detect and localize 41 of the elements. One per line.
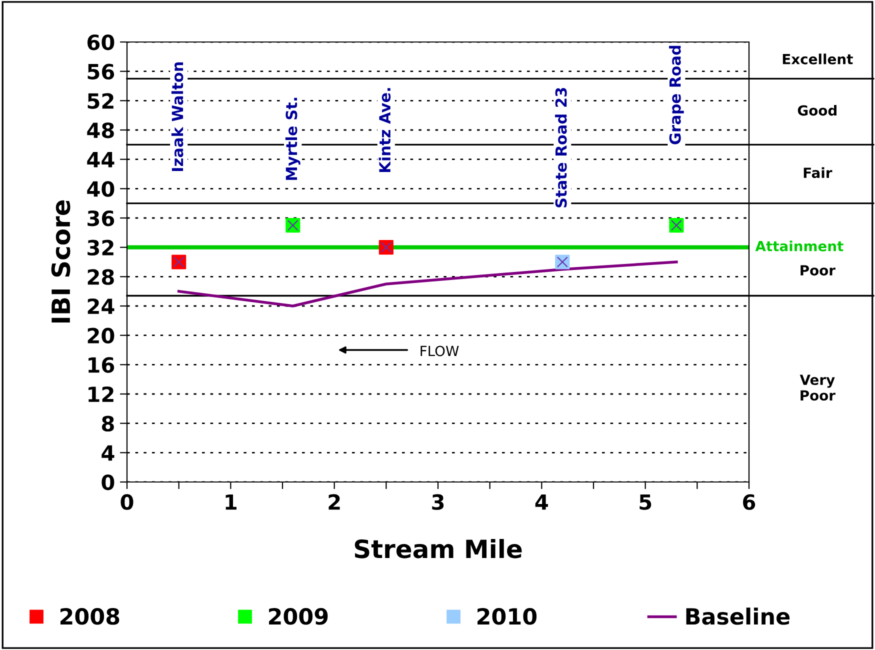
legend-label: Baseline (686, 608, 790, 625)
y-tick-label: 24 (88, 298, 114, 314)
x-tick-label: 4 (535, 494, 548, 510)
x-tick-label: 5 (640, 494, 652, 510)
y-tick-label: 60 (87, 34, 114, 50)
annotation: Izaak Walton (171, 62, 184, 171)
legend-label: 2008 (60, 608, 120, 625)
y-tick-label: 0 (102, 474, 114, 490)
y-tick-label: 16 (88, 357, 114, 373)
annotation: Kintz Ave. (378, 88, 391, 172)
y-tick-label: 56 (88, 64, 114, 80)
y-tick-label: 20 (88, 328, 114, 344)
x-tick-label: 3 (432, 494, 444, 510)
ref-line-label: Poor (800, 265, 836, 276)
ref-line-label: Fair (804, 167, 832, 178)
ref-line-label: Good (798, 104, 836, 116)
y-tick-label: 28 (88, 269, 114, 285)
y-axis-title: IBI Score (51, 200, 70, 323)
y-tick-label: 40 (87, 181, 114, 197)
y-tick-label: 8 (102, 416, 114, 432)
x-tick-label: 0 (120, 494, 134, 510)
y-tick-label: 32 (88, 240, 114, 256)
y-tick-label: 48 (87, 122, 114, 138)
x-tick-label: 6 (743, 494, 756, 510)
x-axis-title: Stream Mile (354, 538, 522, 558)
x-tick-label: 2 (328, 494, 340, 510)
annotation: FLOW (420, 346, 459, 356)
annotation: Myrtle St. (285, 98, 300, 180)
legend-label: 2009 (268, 608, 328, 625)
y-tick-label: 4 (102, 445, 114, 461)
ref-line-label: Attainment (755, 240, 844, 252)
annotation: State Road 23 (555, 88, 567, 208)
x-tick-label: 1 (226, 494, 236, 510)
legend-label: 2010 (478, 608, 537, 625)
y-tick-label: 36 (88, 210, 114, 226)
y-tick-label: 52 (88, 93, 114, 109)
y-tick-label: 44 (87, 152, 114, 168)
annotation: Grape Road (669, 46, 684, 144)
ref-line-label: Excellent (782, 54, 853, 64)
text: Very Poor (800, 374, 836, 401)
y-tick-label: 12 (88, 386, 114, 402)
